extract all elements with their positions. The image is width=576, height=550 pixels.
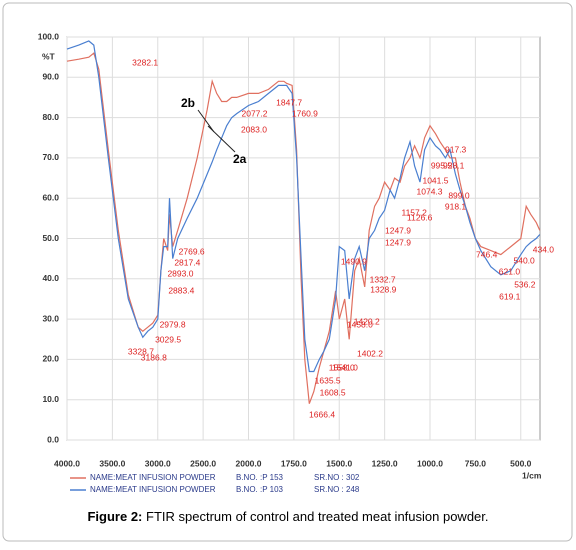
- peak-label: 434.0: [533, 244, 555, 254]
- peak-label: 1074.3: [417, 186, 443, 196]
- peak-label: 928.1: [443, 160, 465, 170]
- legend-serial: SR.NO : 248: [314, 485, 360, 494]
- curve-label: 2b: [181, 96, 195, 110]
- x-tick-label: 1250.0: [372, 458, 398, 468]
- y-tick-label: 50.0: [42, 233, 59, 243]
- peak-label: 2817.4: [174, 257, 200, 267]
- x-tick-label: 500.0: [510, 458, 532, 468]
- peak-label: 1541.0: [332, 362, 358, 372]
- peak-label: 1420.2: [354, 316, 380, 326]
- peak-label: 1458.0: [347, 319, 373, 329]
- legend-name: NAME:MEAT INFUSION POWDER: [90, 473, 216, 482]
- peak-label: 1558.0: [329, 362, 355, 372]
- peak-label: 995.5: [431, 160, 453, 170]
- curve-label: 2a: [233, 152, 247, 166]
- x-axis-label: 1/cm: [522, 470, 542, 480]
- legend: NAME:MEAT INFUSION POWDER B.NO. :P 153 SR.…: [70, 473, 360, 494]
- legend-batch: B.NO. :P 153: [236, 473, 284, 482]
- x-tick-label: 4000.0: [54, 458, 80, 468]
- peak-label: 1760.9: [292, 108, 318, 118]
- peak-label: 621.0: [499, 266, 521, 276]
- peak-label: 1402.2: [357, 348, 383, 358]
- spectrum-line: [66, 40, 541, 373]
- peak-label: 536.2: [514, 279, 536, 289]
- x-tick-label: 2000.0: [236, 458, 262, 468]
- peak-label: 917.3: [445, 144, 467, 154]
- peak-label: 3282.1: [132, 57, 158, 67]
- peak-label: 1635.5: [315, 375, 341, 385]
- x-tick-label: 3500.0: [99, 458, 125, 468]
- caption-text: FTIR spectrum of control and treated mea…: [142, 509, 488, 524]
- caption-label: Figure 2:: [87, 509, 142, 524]
- leader-line: [207, 125, 236, 153]
- peak-label: 1247.9: [385, 225, 411, 235]
- peak-label: 1332.7: [370, 274, 396, 284]
- peak-label: 1126.6: [407, 212, 433, 222]
- peak-label: 2083.0: [241, 124, 267, 134]
- x-tick-label: 1750.0: [281, 458, 307, 468]
- legend-name: NAME:MEAT INFUSION POWDER: [90, 485, 216, 494]
- peak-label: 746.4: [476, 249, 498, 259]
- x-tick-label: 750.0: [465, 458, 487, 468]
- peak-label: 3029.5: [155, 334, 181, 344]
- y-tick-label: 30.0: [42, 313, 59, 323]
- x-tick-label: 2500.0: [190, 458, 216, 468]
- y-axis-label: %T: [42, 51, 56, 61]
- peak-label: 2077.2: [241, 108, 267, 118]
- y-tick-label: 20.0: [42, 354, 59, 364]
- peak-label: 3186.8: [141, 352, 167, 362]
- peak-label: 1157.2: [401, 207, 427, 217]
- y-tick-label: 10.0: [42, 394, 59, 404]
- peak-label: 1247.9: [385, 237, 411, 247]
- caption: Figure 2: FTIR spectrum of control and t…: [87, 509, 488, 524]
- peak-label: 1041.5: [422, 175, 448, 185]
- x-tick-label: 1000.0: [417, 458, 443, 468]
- peak-label: 1608.5: [320, 387, 346, 397]
- peak-label: 918.1: [445, 201, 467, 211]
- y-tick-label: 40.0: [42, 273, 59, 283]
- y-tick-label: 80.0: [42, 112, 59, 122]
- y-tick-label: 60.0: [42, 192, 59, 202]
- y-tick-label: 70.0: [42, 152, 59, 162]
- y-tick-label: 100.0: [38, 31, 60, 41]
- peak-label: 2893.0: [167, 268, 193, 278]
- peak-label: 1490.9: [341, 256, 367, 266]
- peak-label: 1847.7: [276, 97, 302, 107]
- curves: [66, 40, 541, 404]
- legend-batch: B.NO. :P 103: [236, 485, 284, 494]
- legend-serial: SR.NO : 302: [314, 473, 360, 482]
- x-tick-label: 3000.0: [145, 458, 171, 468]
- peak-label: 2883.4: [168, 285, 194, 295]
- peak-label: 2979.8: [160, 319, 186, 329]
- x-tick-label: 1500.0: [326, 458, 352, 468]
- peak-label: 1328.9: [370, 284, 396, 294]
- leader-line: [197, 109, 215, 133]
- y-tick-label: 90.0: [42, 72, 59, 82]
- peak-label: 899.0: [448, 190, 470, 200]
- peak-label: 2769.6: [179, 246, 205, 256]
- peak-label: 3328.7: [128, 346, 154, 356]
- y-tick-label: 0.0: [47, 434, 59, 444]
- peak-label: 540.0: [514, 255, 536, 265]
- peak-label: 619.1: [499, 291, 521, 301]
- peak-label: 1666.4: [309, 409, 335, 419]
